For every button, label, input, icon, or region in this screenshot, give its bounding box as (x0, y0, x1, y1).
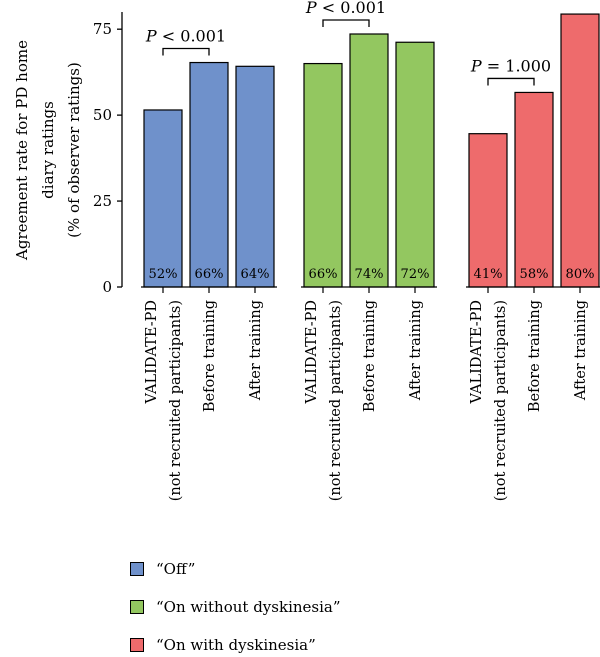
significance-value: < 0.001 (317, 0, 386, 17)
bar-value-label: 66% (309, 267, 338, 282)
significance-value: = 1.000 (482, 56, 551, 75)
bar (468, 133, 508, 288)
legend-swatch-on-with-dyskinesia (130, 638, 144, 652)
bar-value-label: 74% (355, 267, 384, 282)
x-category-label: VALIDATE-PD (not recruited participants) (144, 300, 184, 501)
significance-bracket (322, 19, 370, 27)
bar (560, 13, 600, 288)
significance-label: P < 0.001 (145, 27, 226, 46)
significance-label: P < 0.001 (305, 0, 386, 17)
y-tick-label: 0 (102, 278, 112, 296)
x-category-label-line: (not recruited participants) (493, 300, 509, 501)
x-category-label-line: VALIDATE-PD (304, 300, 320, 404)
x-category-label-line: VALIDATE-PD (469, 300, 485, 404)
bar (143, 109, 183, 288)
significance-p: P (470, 56, 482, 75)
x-category-label-line: After training (573, 300, 589, 401)
x-category-label: After training (573, 300, 589, 401)
x-category-label: VALIDATE-PD (not recruited participants) (304, 300, 344, 501)
x-category-label-line: (not recruited participants) (168, 300, 184, 501)
y-axis-label-line: diary ratings (39, 101, 57, 199)
significance-value: < 0.001 (157, 27, 226, 46)
x-category-label: After training (248, 300, 264, 401)
significance-label: P = 1.000 (470, 56, 551, 75)
legend-item-off: “Off” (130, 560, 195, 578)
x-category-label-line: (not recruited participants) (328, 300, 344, 501)
y-tick-label: 25 (93, 192, 112, 210)
bar (303, 62, 343, 288)
x-category-label-line: Before training (202, 300, 218, 412)
bar (514, 91, 554, 288)
bar (349, 33, 389, 288)
bar (395, 41, 435, 288)
x-category-label-line: Before training (362, 300, 378, 412)
legend-label-on-with-dyskinesia: “On with dyskinesia” (156, 636, 316, 654)
legend-label-off: “Off” (156, 560, 196, 578)
y-axis-label: Agreement rate for PD home diary ratings (… (13, 40, 83, 261)
bar-value-label: 66% (195, 267, 224, 282)
y-axis-label-line: (% of observer ratings) (65, 62, 83, 238)
y-tick-label: 75 (93, 20, 112, 38)
bar-value-label: 58% (520, 267, 549, 282)
legend-label-on-without-dyskinesia: “On without dyskinesia” (156, 598, 341, 616)
legend-item-on-without-dyskinesia: “On without dyskinesia” (130, 598, 341, 616)
bar-value-label: 72% (401, 267, 430, 282)
y-tick-label: 50 (93, 106, 112, 124)
bar-value-label: 52% (149, 267, 178, 282)
bar (235, 65, 275, 288)
x-category-label-line: Before training (527, 300, 543, 412)
x-category-label: Before training (362, 300, 378, 412)
x-category-label: VALIDATE-PD (not recruited participants) (469, 300, 509, 501)
legend-swatch-on-without-dyskinesia (130, 600, 144, 614)
significance-p: P (305, 0, 317, 17)
y-axis-label-line: Agreement rate for PD home (13, 40, 31, 261)
bar-value-label: 64% (241, 267, 270, 282)
x-category-label-line: After training (248, 300, 264, 401)
significance-p: P (145, 27, 157, 46)
legend-swatch-off (130, 562, 144, 576)
significance-bracket (487, 77, 535, 86)
x-category-label: Before training (202, 300, 218, 412)
significance-bracket (162, 47, 210, 56)
bar-value-label: 41% (474, 267, 503, 282)
x-category-label-line: VALIDATE-PD (144, 300, 160, 404)
x-category-label: After training (408, 300, 424, 401)
bar-value-label: 80% (566, 267, 595, 282)
x-category-label-line: After training (408, 300, 424, 401)
legend-item-on-with-dyskinesia: “On with dyskinesia” (130, 636, 316, 654)
x-category-label: Before training (527, 300, 543, 412)
bar (189, 61, 229, 288)
